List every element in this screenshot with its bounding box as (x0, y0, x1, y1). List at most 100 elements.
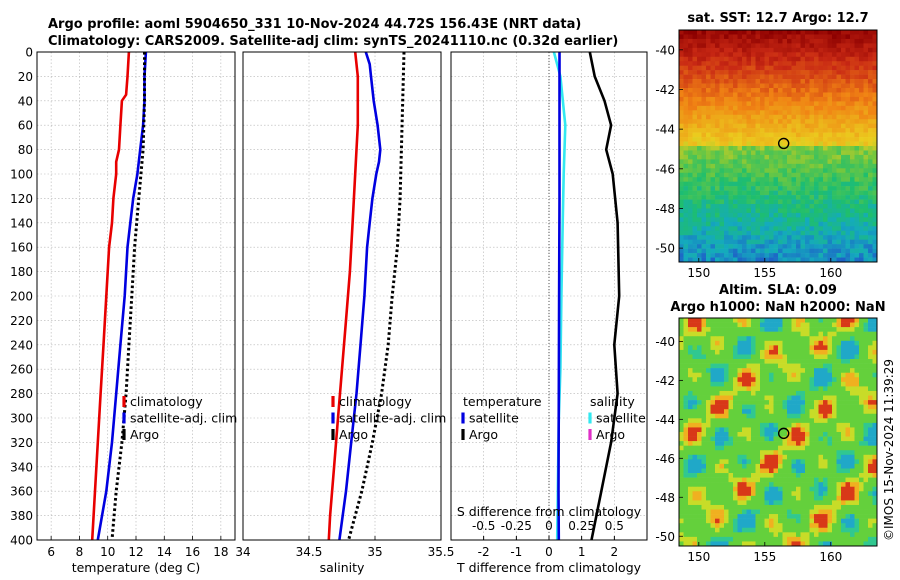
sst-map-ytick-label: -42 (655, 83, 675, 97)
salinity-satellite-line (338, 51, 382, 541)
sla-map-ytick-label: -48 (655, 491, 675, 505)
temperature-legend-label: climatology (130, 394, 203, 409)
difference-salinity-legend-label: salinity (590, 394, 635, 409)
difference-temperature-satellite-line (557, 52, 561, 541)
salinity-xlabel: salinity (320, 560, 365, 575)
difference-salinity-legend-label: Argo (596, 427, 625, 442)
temperature-legend-label: Argo (130, 427, 159, 442)
depth-tick-label: 100 (10, 168, 33, 182)
difference-xtick-label: -1 (510, 545, 522, 559)
salinity-climatology-line (327, 51, 360, 541)
title-line2: Climatology: CARS2009. Satellite-adj cli… (48, 34, 618, 49)
difference-s-xtick-label: 0.25 (568, 519, 595, 533)
salinity-legend-label: satellite-adj. clim (339, 411, 446, 426)
depth-tick-label: 200 (10, 290, 33, 304)
sla-map-xtick-label: 150 (687, 550, 710, 564)
depth-tick-label: 320 (10, 436, 33, 450)
difference-temperature-legend-label: temperature (463, 394, 542, 409)
depth-tick-label: 180 (10, 265, 33, 279)
temperature-xtick-label: 16 (185, 545, 200, 559)
title-line1: Argo profile: aoml 5904650_331 10-Nov-20… (48, 17, 581, 32)
sla-map-ytick-label: -44 (655, 413, 675, 427)
sst-map-ytick-label: -46 (655, 162, 675, 176)
difference-xtick-label: -2 (478, 545, 490, 559)
difference-s-xtick-label: 0.5 (605, 519, 624, 533)
depth-tick-label: 40 (18, 94, 33, 108)
depth-tick-label: 300 (10, 412, 33, 426)
sla-map-argo-marker (777, 427, 790, 440)
temperature-xtick-label: 18 (213, 545, 228, 559)
salinity-legend-label: climatology (339, 394, 412, 409)
depth-tick-label: 400 (10, 534, 33, 548)
difference-frame (450, 51, 648, 541)
depth-tick-label: 380 (10, 509, 33, 523)
temperature-legend-label: satellite-adj. clim (130, 411, 237, 426)
depth-tick-label: 220 (10, 314, 33, 328)
sst-map-xtick-label: 160 (819, 266, 842, 280)
sla-map-heatmap-cells (679, 318, 878, 547)
salinity-xtick-label: 34 (235, 545, 250, 559)
sst-map-argo-marker (777, 137, 790, 150)
difference-temperature-argo-line (588, 51, 621, 541)
sla-map-frame (678, 317, 878, 547)
depth-tick-label: 360 (10, 485, 33, 499)
imos-watermark: ©IMOS 15-Nov-2024 11:39:29 (882, 359, 896, 541)
sst-map-panel: 150 155 160 -40 -42 -44 -46 -48 -50 sat. SST: 12.… (655, 11, 878, 280)
difference-s-xlabel: S difference from climatology (457, 504, 642, 519)
sla-map-title: Altim. SLA: 0.09 (719, 283, 837, 298)
temperature-xtick-label: 14 (157, 545, 172, 559)
temperature-xtick-label: 12 (128, 545, 143, 559)
depth-tick-label: 120 (10, 192, 33, 206)
difference-xtick-label: 0 (545, 545, 553, 559)
difference-panel: -2 -1 0 1 2T difference from climatology -0.5… (450, 51, 648, 575)
depth-tick-label: 160 (10, 241, 33, 255)
difference-temperature-legend-label: Argo (469, 427, 498, 442)
sst-map-ytick-label: -50 (655, 242, 675, 256)
depth-tick-label: 60 (18, 119, 33, 133)
salinity-panel: 34 34.5 35 35.5 salinity climatology satellite… (235, 51, 455, 575)
depth-tick-label: 80 (18, 143, 33, 157)
depth-tick-label: 340 (10, 460, 33, 474)
salinity-xtick-label: 35.5 (428, 545, 455, 559)
difference-xtick-label: 1 (578, 545, 586, 559)
salinity-legend-label: Argo (339, 427, 368, 442)
sst-map-ytick-label: -40 (655, 43, 675, 57)
depth-tick-label: 260 (10, 363, 33, 377)
salinity-xtick-label: 35 (367, 545, 382, 559)
sla-map-ytick-label: -46 (655, 452, 675, 466)
difference-s-xtick-label: -0.25 (501, 519, 532, 533)
sla-map-ytick-label: -50 (655, 530, 675, 544)
depth-tick-label: 0 (25, 46, 33, 60)
difference-salinity-legend-label: satellite (596, 411, 646, 426)
temperature-argo-line (110, 52, 146, 541)
sst-map-title: sat. SST: 12.7 Argo: 12.7 (687, 11, 868, 26)
difference-s-xtick-label: 0 (545, 519, 553, 533)
difference-xlabel: T difference from climatology (456, 560, 642, 575)
salinity-argo-line (347, 51, 406, 541)
sla-map-xtick-label: 155 (753, 550, 776, 564)
depth-tick-label: 140 (10, 216, 33, 230)
sst-map-xtick-label: 155 (753, 266, 776, 280)
temperature-climatology-line (90, 51, 131, 541)
temperature-xtick-label: 8 (76, 545, 84, 559)
sst-map-ytick-label: -44 (655, 123, 675, 137)
sla-map-xtick-label: 160 (819, 550, 842, 564)
sst-map-ytick-label: -48 (655, 202, 675, 216)
depth-tick-label: 280 (10, 387, 33, 401)
temperature-frame (36, 51, 236, 541)
sst-map-heatmap-cells (679, 30, 878, 263)
difference-xtick-label: 2 (611, 545, 619, 559)
sst-map-frame (678, 29, 878, 263)
salinity-frame (242, 51, 442, 541)
salinity-xtick-label: 34.5 (296, 545, 323, 559)
sla-map-title-2: Argo h1000: NaN h2000: NaN (670, 300, 885, 315)
sst-map-xtick-label: 150 (687, 266, 710, 280)
temperature-xtick-label: 6 (47, 545, 55, 559)
sla-map-panel: 150 155 160 -40 -42 -44 -46 -48 -50 Altim. SLA: 0… (655, 283, 885, 564)
temperature-panel: 6 8 10 12 14 16 18 temperature (deg C) 0 20 40 60 80… (10, 46, 237, 576)
sla-map-ytick-label: -40 (655, 335, 675, 349)
depth-tick-label: 240 (10, 338, 33, 352)
difference-temperature-legend-label: satellite (469, 411, 519, 426)
difference-s-xtick-label: -0.5 (472, 519, 495, 533)
